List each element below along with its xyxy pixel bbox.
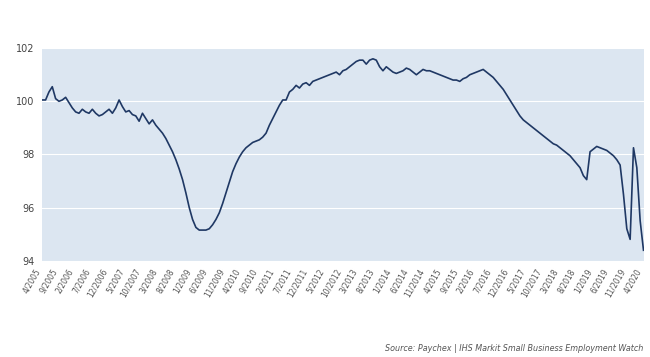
Text: Source: Paychex | IHS Markit Small Business Employment Watch: Source: Paychex | IHS Markit Small Busin…: [385, 345, 644, 353]
Text: Historical View: Historical View: [8, 16, 96, 29]
